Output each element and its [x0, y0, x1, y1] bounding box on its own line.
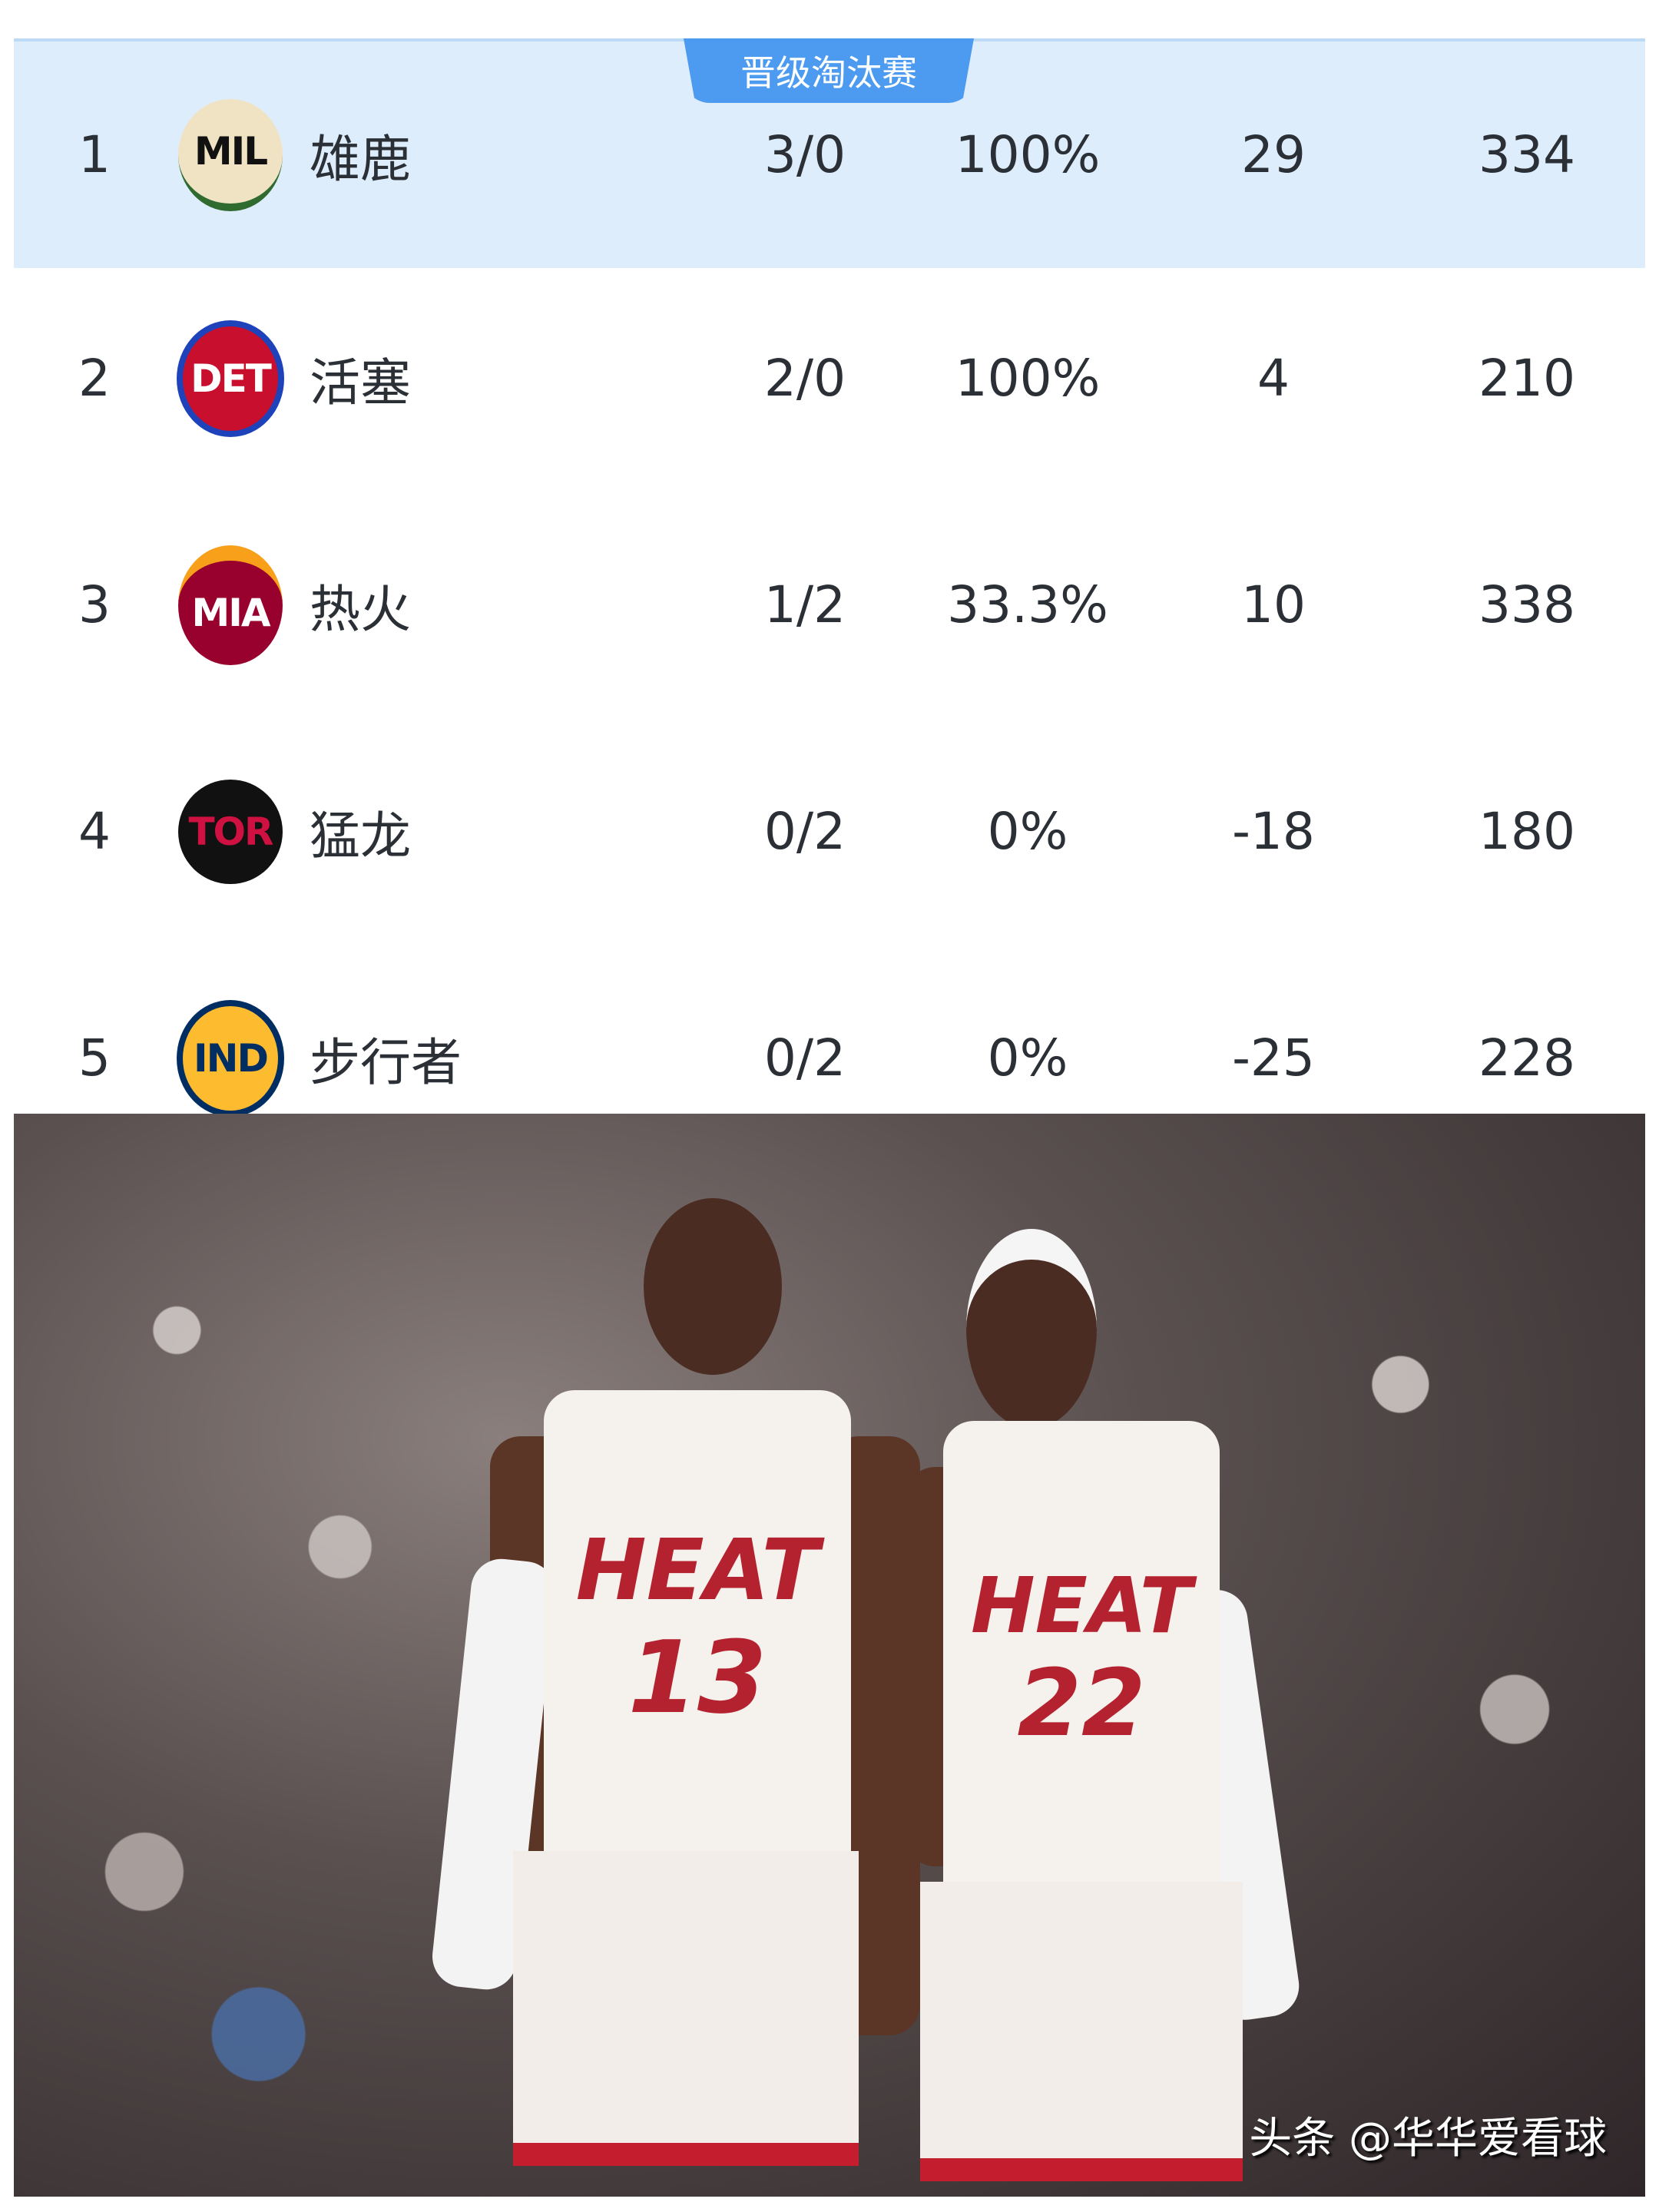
- team-name[interactable]: 雄鹿: [310, 129, 411, 189]
- rank: 2: [78, 349, 111, 408]
- points: 334: [1479, 125, 1575, 184]
- point-diff: 10: [1241, 575, 1306, 634]
- point-diff: 4: [1257, 349, 1290, 408]
- rank: 5: [78, 1028, 111, 1088]
- rank: 4: [78, 802, 111, 861]
- win-pct: 100%: [955, 125, 1101, 184]
- standings-table: 1 MIL 雄鹿 3/0 100% 29 334 2 DET 活塞 2/0 10…: [14, 38, 1645, 1114]
- team-name[interactable]: 活塞: [310, 353, 411, 412]
- win-pct: 33.3%: [947, 575, 1108, 634]
- heat-players-photo: HEAT 13 HEAT 22 头条 @华华爱看球: [14, 1114, 1645, 2197]
- points: 338: [1479, 575, 1575, 634]
- table-row[interactable]: 3 MIA 热火 1/2 33.3% 10 338: [14, 492, 1645, 718]
- record: 2/0: [763, 349, 846, 408]
- team-logo-tor: TOR: [177, 718, 284, 945]
- points: 228: [1479, 1028, 1575, 1088]
- team-logo-det: DET: [177, 265, 284, 492]
- record: 0/2: [763, 1028, 846, 1088]
- table-row[interactable]: 5 IND 步行者 0/2 0% -25 228: [14, 945, 1645, 1114]
- playoff-qualified-badge: 晋级淘汰赛: [684, 38, 974, 103]
- rank: 1: [78, 125, 111, 184]
- team-logo-ind: IND: [177, 945, 284, 1114]
- point-diff: -25: [1232, 1028, 1315, 1088]
- team-name[interactable]: 猛龙: [310, 806, 411, 866]
- win-pct: 100%: [955, 349, 1101, 408]
- points: 180: [1479, 802, 1575, 861]
- points: 210: [1479, 349, 1575, 408]
- rank: 3: [78, 575, 111, 634]
- record: 3/0: [763, 125, 846, 184]
- point-diff: 29: [1241, 125, 1306, 184]
- team-name[interactable]: 热火: [310, 579, 411, 639]
- team-logo-mia: MIA: [177, 492, 284, 718]
- team-logo-mil: MIL: [177, 41, 284, 268]
- record: 1/2: [763, 575, 846, 634]
- table-row[interactable]: 4 TOR 猛龙 0/2 0% -18 180: [14, 718, 1645, 945]
- win-pct: 0%: [987, 1028, 1068, 1088]
- table-row[interactable]: 2 DET 活塞 2/0 100% 4 210: [14, 265, 1645, 492]
- record: 0/2: [763, 802, 846, 861]
- watermark: 头条 @华华爱看球: [1249, 2114, 1607, 2164]
- team-name[interactable]: 步行者: [310, 1032, 462, 1092]
- win-pct: 0%: [987, 802, 1068, 861]
- point-diff: -18: [1232, 802, 1315, 861]
